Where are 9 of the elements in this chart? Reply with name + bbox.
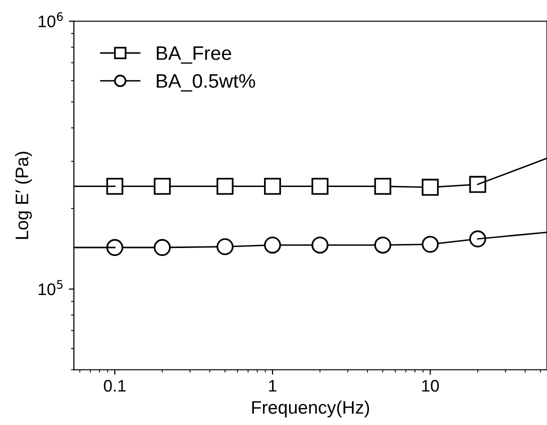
y-tick-label: 10$^{5}$	[38, 280, 63, 296]
legend-label: BA_Free	[156, 46, 232, 64]
x-tick-label: 10	[422, 380, 439, 392]
x-tick-label: 1	[269, 380, 276, 392]
y-tick-label: 10$^{6}$	[38, 12, 63, 28]
y-axis-title: Log E′ (Pa)	[15, 152, 32, 239]
x-axis-title: Frequency(Hz)	[252, 400, 370, 418]
legend-label: BA_0.5wt%	[156, 74, 256, 92]
x-tick-label: 0.1	[104, 380, 126, 392]
